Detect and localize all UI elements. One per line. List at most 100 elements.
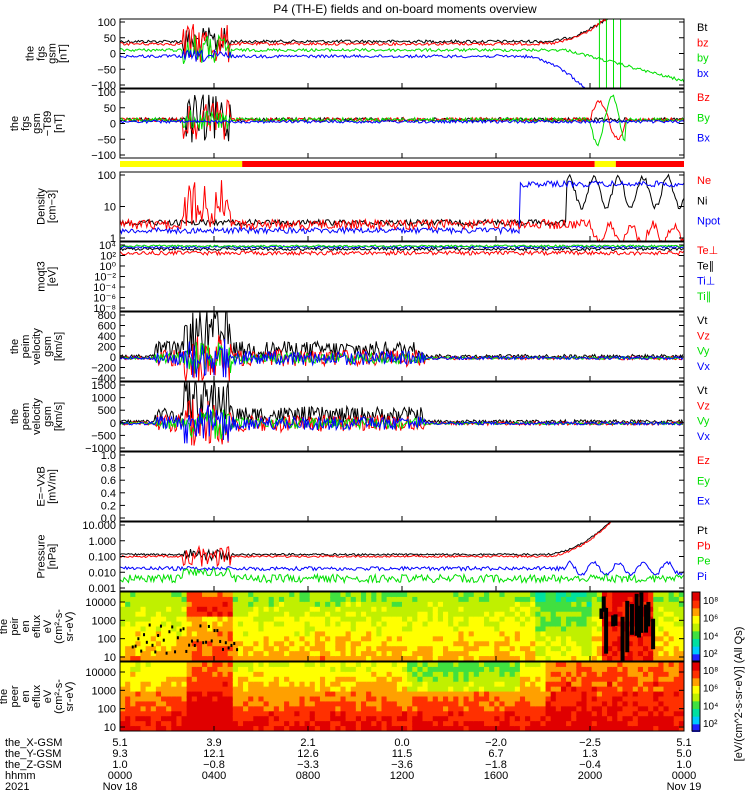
heatmap-cell <box>212 721 219 728</box>
heatmap-cell <box>489 701 496 708</box>
heatmap-cell <box>217 646 224 653</box>
heatmap-cell <box>530 706 537 713</box>
heatmap-cell <box>525 601 532 608</box>
heatmap-cell <box>417 716 424 723</box>
heatmap-cell <box>381 681 388 688</box>
heatmap-cell <box>125 726 132 731</box>
heatmap-cell <box>125 606 132 613</box>
heatmap-cell <box>653 691 660 698</box>
heatmap-cell <box>366 636 373 643</box>
heatmap-cell <box>314 601 321 608</box>
heatmap-cell <box>525 606 532 613</box>
heatmap-cell <box>535 726 542 731</box>
heatmap-cell <box>125 671 132 678</box>
y-tick-label: 200 <box>98 342 116 354</box>
heatmap-cell <box>212 706 219 713</box>
heatmap-cell <box>202 601 209 608</box>
heatmap-cell <box>560 686 568 693</box>
heatmap-cell <box>161 726 168 731</box>
heatmap-cell <box>596 711 603 718</box>
heatmap-cell <box>540 621 547 628</box>
heatmap-cell <box>612 601 619 608</box>
heatmap-cell <box>319 641 327 648</box>
heatmap-cell <box>555 691 562 698</box>
heatmap-cell <box>540 671 547 678</box>
heatmap-cell <box>437 651 445 658</box>
heatmap-cell <box>304 592 311 598</box>
legend-bx: bx <box>697 68 709 80</box>
heatmap-cell <box>176 656 183 661</box>
heatmap-cell <box>181 696 188 703</box>
heatmap-cell <box>637 691 644 698</box>
heatmap-cell <box>360 641 368 648</box>
heatmap-cell <box>427 676 434 683</box>
heatmap-cell <box>504 616 511 623</box>
heatmap-cell <box>519 662 527 668</box>
heatmap-cell <box>130 621 137 628</box>
heatmap-cell <box>150 601 157 608</box>
heatmap-cell <box>278 596 286 603</box>
heatmap-cell <box>166 616 173 623</box>
heatmap-cell <box>653 641 660 648</box>
heatmap-cell <box>591 716 598 723</box>
heatmap-cell <box>381 596 388 603</box>
heatmap-cell <box>135 681 142 688</box>
heatmap-cell <box>309 651 316 658</box>
heatmap-cell <box>309 626 316 633</box>
heatmap-cell <box>278 726 286 731</box>
heatmap-cell <box>530 681 537 688</box>
heatmap-cell <box>545 651 552 658</box>
y-tick-label: −400 <box>91 373 116 385</box>
heatmap-cell <box>263 711 270 718</box>
heatmap-cell <box>258 641 265 648</box>
heatmap-cell <box>555 696 562 703</box>
heatmap-cell <box>607 626 614 633</box>
heatmap-cell <box>191 611 198 618</box>
heatmap-cell <box>319 646 327 653</box>
heatmap-cell <box>396 606 403 613</box>
heatmap-cell <box>678 716 684 723</box>
x-column-value: −2.5 <box>579 737 601 749</box>
heatmap-cell <box>545 716 552 723</box>
heatmap-gap <box>637 605 641 638</box>
x-column-value: 2.1 <box>300 737 315 749</box>
heatmap-cell <box>196 656 204 661</box>
heatmap-cell <box>166 721 173 728</box>
heatmap-cell <box>458 592 465 598</box>
heatmap-cell <box>586 601 593 608</box>
heatmap-cell <box>504 676 511 683</box>
heatmap-cell <box>120 696 127 703</box>
heatmap-cell <box>596 681 603 688</box>
heatmap-cell <box>155 611 163 618</box>
y-axis-label-line: eflux <box>31 684 43 708</box>
heatmap-cell <box>222 626 229 633</box>
heatmap-cell <box>161 691 168 698</box>
heatmap-cell <box>120 611 127 618</box>
heatmap-cell <box>350 716 357 723</box>
heatmap-cell <box>268 662 275 668</box>
heatmap-cell <box>207 641 214 648</box>
heatmap-cell <box>678 611 684 618</box>
heatmap-cell <box>617 676 624 683</box>
heatmap-cell <box>140 621 147 628</box>
heatmap-cell <box>422 671 429 678</box>
heatmap-cell <box>232 701 239 708</box>
heatmap-cell <box>622 691 629 698</box>
heatmap-cell <box>150 686 157 693</box>
heatmap-cell <box>212 641 219 648</box>
heatmap-cell <box>653 716 660 723</box>
heatmap-cell <box>130 681 137 688</box>
heatmap-cell <box>545 666 552 673</box>
heatmap-cell <box>237 641 245 648</box>
heatmap-cell <box>525 621 532 628</box>
heatmap-cell <box>550 721 557 728</box>
heatmap-cell <box>222 606 229 613</box>
heatmap-gap <box>143 633 146 637</box>
heatmap-cell <box>166 636 173 643</box>
heatmap-cell <box>248 601 255 608</box>
heatmap-cell <box>514 671 521 678</box>
heatmap-cell <box>473 676 480 683</box>
heatmap-cell <box>407 611 414 618</box>
heatmap-cell <box>145 681 152 688</box>
heatmap-cell <box>499 721 506 728</box>
